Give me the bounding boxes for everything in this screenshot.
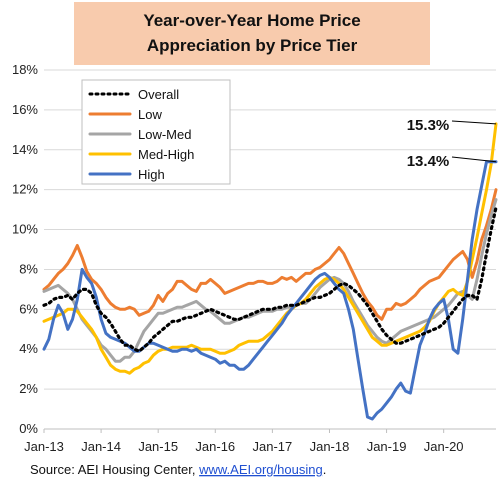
chart-title-line-1: Year-over-Year Home Price xyxy=(143,11,360,30)
x-tick-label: Jan-17 xyxy=(253,439,293,454)
x-tick-label: Jan-13 xyxy=(24,439,64,454)
legend-label: Low-Med xyxy=(138,127,191,142)
legend: Overall Low Low-Med Med-High High xyxy=(81,79,231,185)
series-line-overall xyxy=(42,206,498,353)
legend-label: High xyxy=(138,167,165,182)
chart-title-line-2: Appreciation by Price Tier xyxy=(147,36,358,55)
title-background xyxy=(74,2,430,65)
x-tick-label: Jan-16 xyxy=(195,439,235,454)
annotation-label: 15.3% xyxy=(407,117,450,134)
y-tick-label: 8% xyxy=(19,261,38,276)
legend-label: Med-High xyxy=(138,147,194,162)
x-tick-label: Jan-20 xyxy=(424,439,464,454)
y-tick-label: 18% xyxy=(12,62,38,77)
legend-label: Overall xyxy=(138,87,179,102)
y-tick-label: 0% xyxy=(19,421,38,436)
series-lines xyxy=(42,122,498,421)
source-link[interactable]: www.AEI.org/housing xyxy=(198,462,323,477)
x-tick-label: Jan-14 xyxy=(81,439,121,454)
annotation-label: 13.4% xyxy=(407,153,450,170)
y-tick-label: 12% xyxy=(12,182,38,197)
x-tick-label: Jan-18 xyxy=(310,439,350,454)
annotation-leader xyxy=(451,120,497,125)
source-note: Source: AEI Housing Center, www.AEI.org/… xyxy=(30,462,326,477)
series-line-low-med xyxy=(42,198,498,363)
legend-box xyxy=(81,79,231,185)
legend-label: Low xyxy=(138,107,162,122)
source-suffix: . xyxy=(323,462,327,477)
y-tick-label: 10% xyxy=(12,222,38,237)
y-tick-label: 4% xyxy=(19,341,38,356)
y-tick-label: 16% xyxy=(12,102,38,117)
annotation-leader xyxy=(451,156,497,163)
series-line-med-high xyxy=(42,122,498,375)
x-tick-label: Jan-19 xyxy=(367,439,407,454)
y-tick-label: 6% xyxy=(19,301,38,316)
annotations: 15.3% 13.4% xyxy=(407,117,497,170)
y-tick-label: 14% xyxy=(12,142,38,157)
axes: 0% 2% 4% 6% 8% 10% 12% 14% 16% 18% Jan-13 Jan-14 Jan… xyxy=(12,62,496,454)
series-line-low xyxy=(42,188,498,321)
series-line-high xyxy=(42,160,498,421)
x-tick-label: Jan-15 xyxy=(138,439,178,454)
y-tick-label: 2% xyxy=(19,381,38,396)
source-prefix: Source: AEI Housing Center, xyxy=(30,462,199,477)
